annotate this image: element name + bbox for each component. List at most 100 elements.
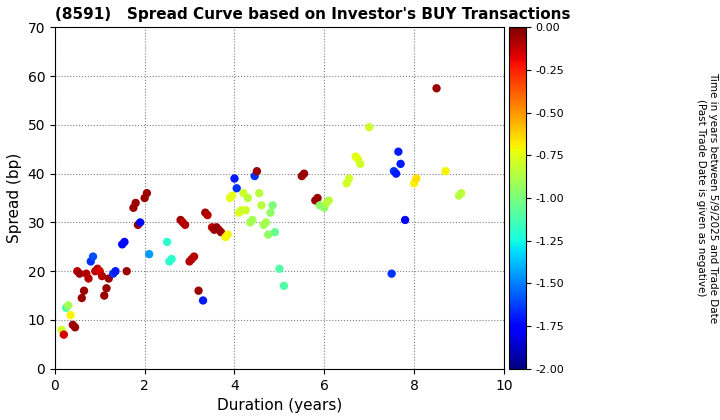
Text: (8591)   Spread Curve based on Investor's BUY Transactions: (8591) Spread Curve based on Investor's …: [55, 7, 570, 22]
Point: [343, 175, 355, 182]
Point: [390, 170, 402, 177]
Point: [184, 258, 195, 265]
Y-axis label: Spread (bp): Spread (bp): [7, 153, 22, 243]
Point: [222, 231, 233, 238]
Point: [354, 160, 366, 167]
Point: [177, 219, 189, 226]
Point: [388, 168, 400, 175]
Point: [249, 173, 261, 179]
Point: [67, 322, 78, 328]
Point: [78, 287, 90, 294]
Point: [233, 209, 245, 216]
Point: [189, 253, 200, 260]
Point: [318, 205, 330, 211]
Point: [247, 217, 258, 223]
Point: [278, 283, 289, 289]
Point: [143, 251, 155, 257]
Point: [453, 192, 464, 199]
Point: [81, 270, 92, 277]
Point: [71, 268, 83, 275]
Point: [431, 85, 442, 92]
Point: [83, 275, 94, 282]
Point: [135, 219, 146, 226]
Point: [199, 209, 211, 216]
Point: [256, 202, 267, 209]
Point: [85, 258, 96, 265]
Point: [352, 156, 364, 163]
Point: [265, 209, 276, 216]
Point: [227, 192, 238, 199]
Point: [130, 200, 141, 206]
Point: [109, 268, 121, 275]
Point: [341, 180, 353, 187]
Point: [103, 275, 114, 282]
Point: [386, 270, 397, 277]
Point: [240, 207, 251, 214]
Point: [220, 234, 231, 240]
Point: [175, 217, 186, 223]
Point: [323, 197, 335, 204]
Point: [269, 229, 281, 236]
Point: [229, 175, 240, 182]
Point: [410, 175, 422, 182]
Point: [163, 258, 175, 265]
X-axis label: Duration (years): Duration (years): [217, 398, 342, 413]
Point: [166, 256, 177, 262]
Point: [89, 268, 101, 275]
Point: [206, 224, 217, 231]
Point: [94, 268, 106, 275]
Point: [99, 292, 110, 299]
Point: [161, 239, 173, 245]
Point: [296, 173, 307, 179]
Point: [101, 285, 112, 291]
Point: [65, 312, 76, 318]
Point: [87, 253, 99, 260]
Point: [117, 241, 128, 248]
Point: [321, 200, 333, 206]
Point: [209, 226, 220, 233]
Point: [242, 194, 253, 201]
Y-axis label: Time in years between 5/9/2025 and Trade Date
(Past Trade Date is given as negat: Time in years between 5/9/2025 and Trade…: [696, 73, 718, 323]
Point: [139, 194, 150, 201]
Point: [235, 207, 247, 214]
Point: [58, 331, 70, 338]
Point: [69, 324, 81, 331]
Point: [73, 270, 85, 277]
Point: [253, 190, 265, 197]
Point: [231, 185, 243, 192]
Point: [202, 212, 213, 218]
Point: [456, 190, 467, 197]
Point: [96, 273, 108, 279]
Point: [298, 170, 310, 177]
Point: [121, 268, 132, 275]
Point: [251, 168, 263, 175]
Point: [350, 153, 361, 160]
Point: [91, 265, 103, 272]
Point: [179, 221, 191, 228]
Point: [395, 160, 406, 167]
Point: [244, 219, 256, 226]
Point: [238, 190, 249, 197]
Point: [119, 239, 130, 245]
Point: [76, 295, 88, 302]
Point: [213, 226, 225, 233]
Point: [193, 287, 204, 294]
Point: [408, 180, 420, 187]
Point: [364, 124, 375, 131]
Point: [186, 256, 197, 262]
Point: [260, 219, 271, 226]
Point: [314, 202, 325, 209]
Point: [211, 224, 222, 231]
Point: [132, 221, 144, 228]
Point: [400, 217, 411, 223]
Point: [127, 205, 139, 211]
Point: [60, 304, 72, 311]
Point: [392, 148, 404, 155]
Point: [107, 270, 119, 277]
Point: [274, 265, 285, 272]
Point: [312, 194, 323, 201]
Point: [267, 202, 279, 209]
Point: [262, 231, 274, 238]
Point: [63, 302, 74, 309]
Point: [141, 190, 153, 197]
